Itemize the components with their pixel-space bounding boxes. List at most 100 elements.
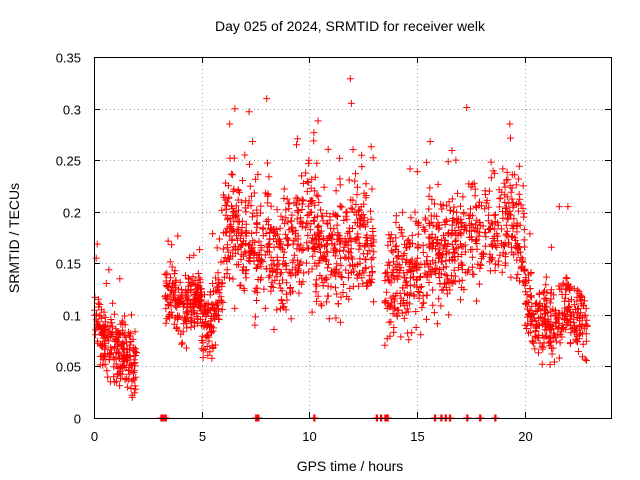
data-point [500,241,507,249]
data-point [199,318,206,326]
data-point [541,315,549,323]
data-point [457,296,464,304]
data-point [242,232,250,240]
data-point [526,230,534,238]
data-point [250,189,258,197]
data-point [364,218,372,226]
data-point [199,339,207,347]
data-point [503,214,511,222]
data-point [498,268,506,276]
data-point [294,135,302,143]
data-point [278,287,286,295]
peak-point [116,275,124,283]
data-point [127,338,135,345]
data-point [323,219,331,227]
data-point [119,344,127,352]
data-point [209,301,217,309]
data-point [532,299,540,307]
data-point [438,258,446,266]
data-point [107,349,115,357]
data-point [494,232,502,240]
data-point [223,258,231,265]
data-point [353,261,361,268]
data-point [352,170,359,178]
data-point [453,219,460,227]
data-point [306,226,314,234]
data-point [353,274,361,282]
data-point [349,255,357,263]
data-point [217,258,225,266]
data-point [259,232,267,240]
data-point [425,240,433,248]
data-point [542,281,550,289]
data-point [489,167,497,175]
data-point [362,265,370,272]
data-point [412,324,420,331]
data-point [520,213,528,221]
data-point [118,370,126,378]
data-point [496,194,504,202]
data-point [334,300,342,308]
data-point [519,204,527,212]
data-point [241,204,249,212]
data-point [131,382,139,390]
data-point [208,354,216,362]
data-point [358,151,366,159]
data-point [98,352,106,360]
data-point [319,217,327,225]
data-point [336,202,344,210]
data-point [299,246,307,253]
data-point [246,160,253,168]
data-point [178,340,186,348]
data-point [536,313,544,321]
data-point [583,316,591,324]
data-point [293,207,301,215]
data-point [362,180,370,188]
data-point [551,306,559,314]
data-point [509,199,517,207]
data-point [323,241,331,249]
data-point [304,231,312,239]
data-point [162,319,170,327]
data-point [194,282,202,290]
data-point [438,205,446,213]
data-point [437,200,445,208]
data-point [293,201,301,209]
data-point [305,211,313,219]
data-point [171,267,179,275]
data-point [383,304,391,312]
y-tick-label: 0.35 [56,51,81,66]
data-point [428,196,436,204]
data-point [252,265,260,272]
data-point [540,310,548,318]
data-point [168,241,176,249]
data-point [547,295,555,303]
data-point [212,311,220,319]
data-point [573,338,581,346]
data-point [214,283,222,291]
data-point [198,332,206,340]
data-point [131,328,139,336]
data-point [391,263,399,271]
data-point [538,343,546,351]
data-point [464,268,472,276]
data-point [457,202,464,210]
data-point [532,317,540,325]
data-point [522,288,530,296]
data-point [451,238,459,245]
data-point [510,215,518,223]
data-point [215,296,223,304]
data-point [468,253,476,261]
data-point [119,326,127,334]
data-point [432,244,439,252]
data-point [383,288,391,296]
data-point [505,199,513,207]
data-point [280,194,288,202]
data-point [520,236,528,244]
data-point [162,277,170,285]
data-point [487,174,495,182]
data-point [462,222,470,230]
data-point [486,250,494,258]
data-point [459,193,467,201]
data-point [442,284,450,292]
